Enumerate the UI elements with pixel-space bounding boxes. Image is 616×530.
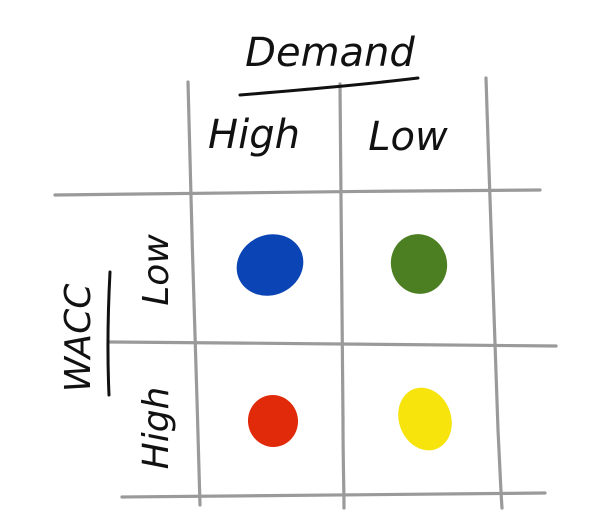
column-header-low: Low: [368, 114, 448, 160]
grid-horizontal-mid: [108, 340, 558, 348]
grid-horizontal-bottom: [120, 491, 547, 499]
dot-high-wacc-low-demand: [398, 387, 452, 451]
row-axis-title: WACC: [58, 283, 99, 393]
dot-low-wacc-high-demand: [236, 234, 304, 296]
grid-vertical-right: [484, 76, 504, 510]
dot-high-wacc-high-demand: [247, 395, 299, 447]
dot-low-wacc-low-demand: [390, 234, 448, 294]
row-header-high: High: [136, 387, 177, 470]
column-header-high: High: [208, 112, 300, 158]
grid-vertical-left: [186, 80, 202, 507]
row-header-low: Low: [136, 234, 177, 306]
grid-vertical-mid: [338, 82, 346, 510]
row-axis-title-underline: [106, 270, 112, 397]
column-axis-title-underline: [238, 76, 420, 97]
column-axis-title: Demand: [245, 30, 415, 76]
matrix-dots: [236, 234, 452, 451]
matrix-grid: [53, 76, 558, 510]
grid-horizontal-top: [53, 188, 542, 197]
